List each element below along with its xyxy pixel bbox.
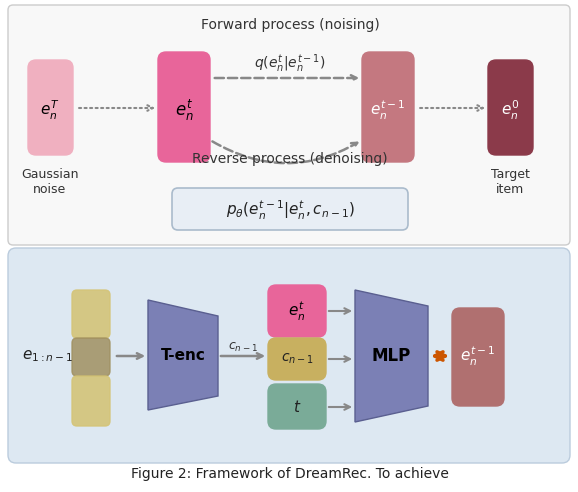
Text: MLP: MLP xyxy=(372,347,410,365)
Text: $e_n^0$: $e_n^0$ xyxy=(501,98,519,122)
Text: T-enc: T-enc xyxy=(161,348,205,364)
Text: $t$: $t$ xyxy=(293,399,301,415)
Text: $p_\theta(e_n^{t-1}|e_n^t, c_{n-1})$: $p_\theta(e_n^{t-1}|e_n^t, c_{n-1})$ xyxy=(225,198,354,221)
FancyBboxPatch shape xyxy=(452,308,504,406)
Text: $e_n^{t-1}$: $e_n^{t-1}$ xyxy=(461,344,495,368)
Text: $e_n^t$: $e_n^t$ xyxy=(288,300,306,323)
Text: Forward process (noising): Forward process (noising) xyxy=(201,18,379,32)
FancyBboxPatch shape xyxy=(172,188,408,230)
FancyBboxPatch shape xyxy=(268,285,326,337)
FancyBboxPatch shape xyxy=(72,338,110,376)
FancyBboxPatch shape xyxy=(268,338,326,380)
FancyBboxPatch shape xyxy=(158,52,210,162)
Text: Gaussian
noise: Gaussian noise xyxy=(21,168,79,196)
FancyBboxPatch shape xyxy=(8,248,570,463)
FancyBboxPatch shape xyxy=(362,52,414,162)
FancyBboxPatch shape xyxy=(28,60,73,155)
Text: $q(e_n^t|e_n^{t-1})$: $q(e_n^t|e_n^{t-1})$ xyxy=(254,53,326,75)
Text: Figure 2: Framework of DreamRec. To achieve: Figure 2: Framework of DreamRec. To achi… xyxy=(131,467,449,481)
Text: $c_{n-1}$: $c_{n-1}$ xyxy=(280,352,313,366)
Text: $e_n^{t-1}$: $e_n^{t-1}$ xyxy=(370,98,406,122)
FancyBboxPatch shape xyxy=(268,384,326,429)
Text: $e_{1:n-1}$: $e_{1:n-1}$ xyxy=(22,348,74,364)
FancyBboxPatch shape xyxy=(72,376,110,426)
Text: $e_n^t$: $e_n^t$ xyxy=(175,97,194,123)
FancyBboxPatch shape xyxy=(72,290,110,338)
FancyBboxPatch shape xyxy=(8,5,570,245)
Polygon shape xyxy=(148,300,218,410)
Text: $c_{n-1}$: $c_{n-1}$ xyxy=(228,340,258,354)
Text: $e_n^T$: $e_n^T$ xyxy=(40,98,60,122)
Text: Target
item: Target item xyxy=(491,168,529,196)
Polygon shape xyxy=(355,290,428,422)
FancyBboxPatch shape xyxy=(488,60,533,155)
Text: Reverse process (denoising): Reverse process (denoising) xyxy=(192,152,388,166)
